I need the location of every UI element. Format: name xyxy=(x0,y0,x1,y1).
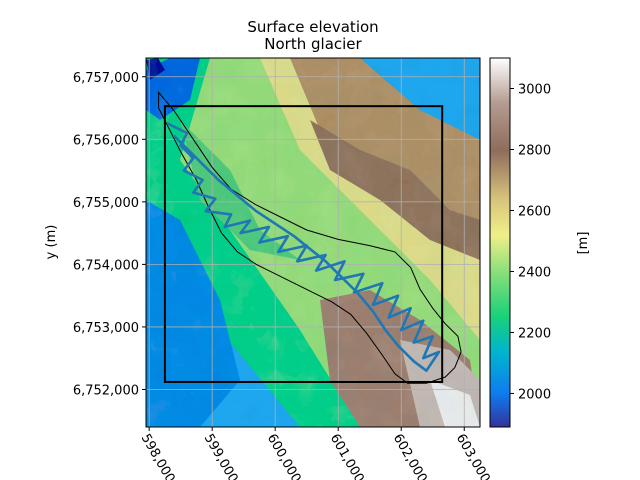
colorbar-label: [m] xyxy=(576,232,591,255)
flight-track xyxy=(166,122,441,372)
y-axis: 6,752,000 6,753,000 6,754,000 6,755,000 6,75… xyxy=(73,71,146,398)
grid xyxy=(146,58,480,427)
x-tick-label-3: 601,000 xyxy=(327,432,367,480)
x-tick-label-0: 598,000 xyxy=(138,432,178,480)
x-tick-label-5: 603,000 xyxy=(453,432,493,480)
y-axis-label: y (m) xyxy=(44,225,59,260)
x-axis: 598,000 599,000 600,000 601,000 602,000 603,0… xyxy=(138,427,493,480)
bounding-box xyxy=(163,105,444,383)
colorbar-tick-label-5: 3000 xyxy=(518,82,551,97)
terrain-raster xyxy=(146,58,480,427)
y-tick-label-3: 6,755,000 xyxy=(73,196,139,211)
colorbar xyxy=(489,57,511,428)
x-tick-label-4: 602,000 xyxy=(390,432,430,480)
y-tick-label-2: 6,754,000 xyxy=(73,258,139,273)
glacier-outline xyxy=(158,91,462,384)
colorbar-tick-label-0: 2000 xyxy=(518,387,551,402)
colorbar-tick-label-4: 2800 xyxy=(518,143,551,158)
x-tick-label-2: 600,000 xyxy=(264,432,304,480)
y-tick-label-0: 6,752,000 xyxy=(73,383,139,398)
colorbar-tick-label-3: 2600 xyxy=(518,204,551,219)
chart-subtitle: North glacier xyxy=(264,35,362,53)
colorbar-ticks: 2000 2200 2400 2600 2800 3000 xyxy=(510,82,551,402)
colorbar-tick-label-1: 2200 xyxy=(518,326,551,341)
colorbar-tick-label-2: 2400 xyxy=(518,265,551,280)
chart-title: Surface elevation xyxy=(247,18,378,36)
x-tick-label-1: 599,000 xyxy=(201,432,241,480)
y-tick-label-4: 6,756,000 xyxy=(73,133,139,148)
axes-frame xyxy=(145,57,481,428)
y-tick-label-5: 6,757,000 xyxy=(73,71,139,86)
y-tick-label-1: 6,753,000 xyxy=(73,321,139,336)
